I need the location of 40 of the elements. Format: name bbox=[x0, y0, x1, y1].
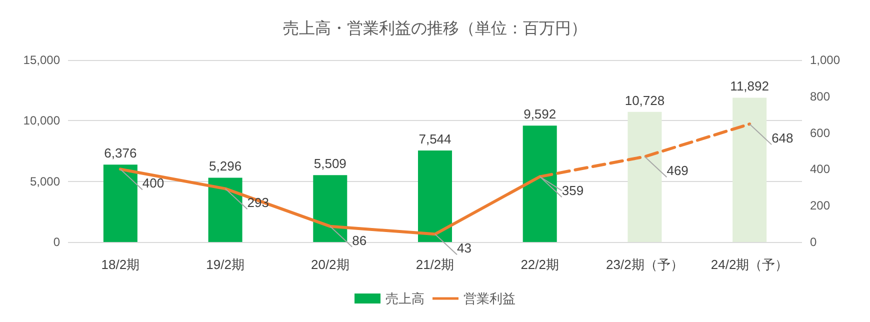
data-label: 11,892 bbox=[730, 78, 769, 94]
data-label: 6,376 bbox=[104, 146, 137, 161]
bar bbox=[732, 98, 767, 242]
legend-label: 営業利益 bbox=[464, 291, 516, 306]
y2-tick-label: 400 bbox=[810, 162, 830, 176]
x-tick-label: 18/2期 bbox=[101, 257, 140, 272]
y2-tick-label: 0 bbox=[810, 235, 817, 249]
bar bbox=[208, 178, 242, 242]
bar bbox=[418, 150, 452, 242]
data-label: 86 bbox=[352, 232, 367, 248]
x-tick-label: 23/2期（予） bbox=[606, 257, 684, 272]
x-tick-label: 20/2期 bbox=[310, 257, 350, 272]
data-label: 10,728 bbox=[624, 92, 665, 108]
bar bbox=[522, 126, 557, 242]
x-tick-label: 19/2期 bbox=[206, 257, 244, 272]
data-label: 359 bbox=[562, 183, 584, 198]
data-label: 7,544 bbox=[418, 131, 452, 146]
y2-tick-label: 1,000 bbox=[810, 53, 840, 67]
y-tick-label: 5,000 bbox=[30, 174, 60, 188]
chart-title: 売上高・営業利益の推移（単位：百万円） bbox=[283, 20, 587, 38]
legend-label: 売上高 bbox=[386, 291, 424, 306]
data-label: 5,509 bbox=[314, 156, 346, 172]
y-tick-label: 10,000 bbox=[23, 114, 60, 128]
y-tick-label: 0 bbox=[53, 235, 60, 249]
bar bbox=[313, 175, 348, 242]
x-tick-label: 21/2期 bbox=[416, 257, 454, 272]
data-label: 648 bbox=[772, 130, 794, 146]
data-label: 5,296 bbox=[209, 158, 242, 174]
bar bbox=[628, 112, 662, 242]
y-tick-label: 15,000 bbox=[23, 53, 60, 67]
x-tick-label: 24/2期（予） bbox=[710, 257, 788, 272]
data-label: 469 bbox=[666, 163, 688, 178]
bar bbox=[103, 164, 138, 242]
data-label: 9,592 bbox=[524, 106, 556, 122]
y2-tick-label: 200 bbox=[810, 198, 830, 213]
data-label: 43 bbox=[457, 240, 472, 256]
y2-tick-label: 600 bbox=[810, 126, 830, 140]
x-tick-label: 22/2期 bbox=[520, 257, 560, 272]
data-label: 400 bbox=[142, 176, 164, 191]
y2-tick-label: 800 bbox=[810, 89, 830, 104]
